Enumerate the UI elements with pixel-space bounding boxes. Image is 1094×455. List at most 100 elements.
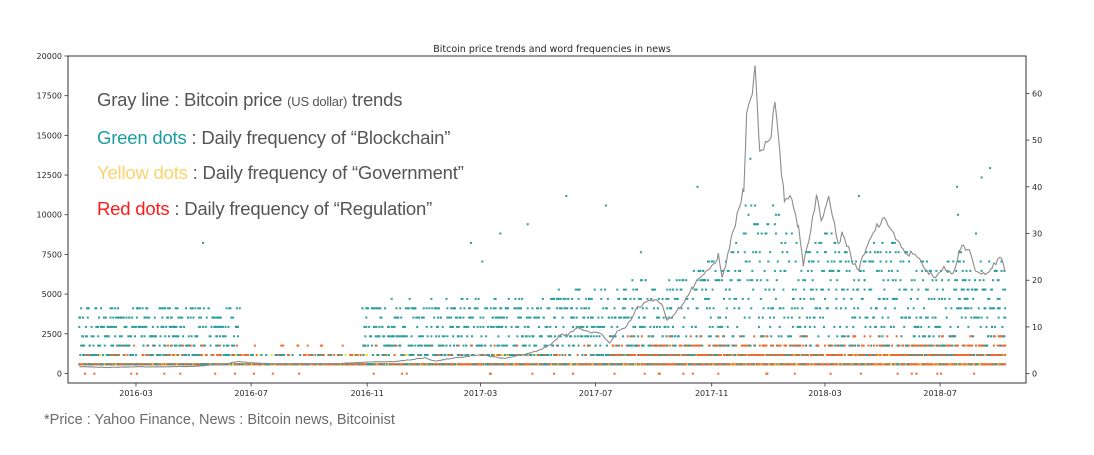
blockchain-dot: [807, 251, 809, 254]
blockchain-dot: [464, 354, 467, 356]
blockchain-dot: [746, 279, 749, 282]
blockchain-dot: [410, 335, 413, 338]
blockchain-dot: [446, 307, 449, 310]
blockchain-dot: [899, 260, 902, 263]
blockchain-dot: [1004, 288, 1007, 291]
blockchain-dot: [588, 297, 591, 300]
blockchain-dot: [913, 279, 916, 282]
regulation-dot: [179, 372, 182, 375]
blockchain-dot: [848, 344, 851, 347]
blockchain-dot: [951, 344, 954, 347]
blockchain-dot: [682, 325, 685, 328]
blockchain-dot: [81, 344, 84, 347]
regulation-dot: [356, 354, 359, 356]
blockchain-dot: [97, 335, 100, 338]
blockchain-dot: [847, 335, 850, 338]
blockchain-dot: [854, 316, 857, 319]
regulation-dot: [915, 372, 918, 375]
blockchain-dot: [669, 288, 672, 291]
regulation-dot: [235, 344, 238, 347]
blockchain-dot: [524, 344, 527, 347]
blockchain-dot: [416, 325, 419, 328]
regulation-dot: [201, 354, 203, 356]
blockchain-dot: [571, 307, 573, 310]
blockchain-dot: [168, 307, 171, 310]
regulation-dot: [177, 354, 180, 356]
blockchain-dot: [489, 344, 492, 347]
blockchain-dot: [109, 307, 112, 310]
blockchain-dot: [174, 307, 177, 310]
blockchain-dot: [910, 288, 913, 291]
blockchain-dot: [178, 344, 181, 347]
blockchain-dot: [573, 335, 576, 338]
blockchain-dot: [237, 354, 240, 356]
blockchain-dot: [846, 288, 849, 291]
blockchain-dot: [568, 344, 571, 347]
blockchain-dot: [764, 288, 767, 291]
government-dot: [270, 354, 273, 356]
blockchain-dot: [986, 316, 989, 319]
blockchain-dot: [728, 288, 731, 291]
regulation-dot: [669, 354, 672, 356]
blockchain-dot: [845, 269, 848, 272]
blockchain-dot: [233, 335, 236, 338]
blockchain-dot: [132, 325, 135, 328]
blockchain-dot: [734, 269, 737, 272]
blockchain-dot: [896, 269, 899, 272]
blockchain-dot: [912, 307, 915, 310]
regulation-dot: [773, 354, 775, 356]
blockchain-dot: [588, 307, 590, 310]
blockchain-dot: [419, 344, 422, 347]
blockchain-dot: [462, 344, 465, 347]
blockchain-dot: [545, 344, 548, 347]
blockchain-dot: [677, 335, 680, 338]
blockchain-dot: [521, 335, 524, 338]
blockchain-dot: [484, 307, 487, 310]
blockchain-dot: [455, 316, 458, 319]
blockchain-dot: [412, 316, 415, 319]
blockchain-dot: [507, 297, 510, 300]
blockchain-dot: [528, 344, 531, 347]
blockchain-dot: [1002, 288, 1005, 291]
regulation-dot: [766, 372, 769, 375]
blockchain-dot: [556, 344, 559, 347]
blockchain-dot: [864, 260, 867, 263]
blockchain-dot: [620, 316, 623, 319]
regulation-dot: [777, 354, 780, 356]
blockchain-dot: [86, 316, 89, 319]
blockchain-dot: [462, 316, 465, 319]
blockchain-dot: [872, 354, 875, 356]
blockchain-dot: [609, 335, 612, 338]
regulation-dot: [669, 335, 672, 338]
blockchain-dot: [616, 288, 619, 291]
blockchain-dot: [788, 260, 791, 263]
blockchain-dot: [914, 325, 917, 328]
blockchain-dot: [181, 354, 184, 356]
blockchain-dot: [803, 288, 806, 291]
blockchain-dot: [481, 344, 484, 347]
blockchain-dot: [214, 325, 217, 328]
blockchain-dot: [377, 307, 380, 310]
regulation-dot: [720, 354, 723, 356]
blockchain-dot: [817, 335, 820, 338]
blockchain-dot: [887, 279, 890, 282]
regulation-dot: [168, 354, 171, 356]
blockchain-dot: [632, 288, 635, 291]
blockchain-dot: [829, 269, 832, 272]
blockchain-dot: [466, 335, 469, 338]
blockchain-dot: [455, 344, 458, 347]
blockchain-dot: [623, 307, 626, 310]
blockchain-dot: [902, 260, 905, 263]
y-right-tick-label: 60: [1032, 89, 1042, 98]
blockchain-dot: [744, 232, 747, 235]
blockchain-dot: [418, 335, 421, 338]
blockchain-dot: [589, 354, 592, 356]
blockchain-dot: [605, 307, 608, 310]
blockchain-dot: [692, 269, 695, 272]
blockchain-dot: [706, 297, 708, 300]
blockchain-dot: [410, 354, 413, 356]
blockchain-dot: [141, 325, 144, 328]
regulation-dot: [126, 354, 129, 356]
blockchain-dot: [218, 325, 220, 328]
blockchain-dot: [735, 241, 738, 244]
